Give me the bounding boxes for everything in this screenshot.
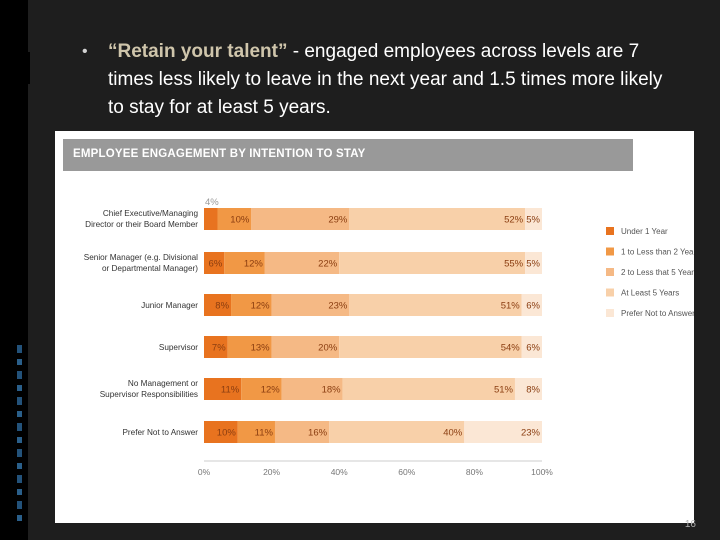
bar-segment [349,208,526,230]
category-label: Chief Executive/Managing Director or thei… [85,209,198,229]
x-tick-label: 100% [531,467,553,477]
category-label: Senior Manager (e.g. Divisional or Depart… [84,253,198,273]
legend-swatch [606,268,614,276]
data-label: 22% [318,259,338,270]
bar-segment [264,252,340,274]
bar-segment [464,421,542,443]
data-label: 6% [526,301,540,312]
legend-swatch [606,227,614,235]
bar-segment [204,336,228,358]
legend-label: At Least 5 Years [621,289,679,298]
legend-label: 1 to Less than 2 Years [621,248,694,257]
bar-segment [342,378,515,400]
bar-segment [224,252,265,274]
legend-swatch [606,309,614,317]
data-label: 12% [251,301,271,312]
x-tick-label: 0% [198,467,211,477]
data-label: 23% [328,301,348,312]
legend-label: Prefer Not to Answer [621,309,694,318]
x-tick-label: 20% [263,467,280,477]
bullet-body: - engaged employees across levels are 7 … [108,41,663,118]
page-number: 16 [684,519,696,530]
data-label: 20% [318,343,338,354]
category-label: Prefer Not to Answer [122,428,198,437]
bar-segment [525,208,542,230]
bar-segment [204,378,242,400]
data-label: 54% [501,343,521,354]
bar-segment [231,294,272,316]
chart-header: EMPLOYEE ENGAGEMENT BY INTENTION TO STAY [63,139,633,171]
bar-segment [227,336,272,358]
accent-bar-side [17,345,22,525]
category-label: Supervisor [159,343,198,352]
data-label: 51% [501,301,521,312]
bar-segment [241,378,282,400]
bar-segment [204,252,225,274]
bar-segment [237,421,275,443]
data-label: 5% [526,259,540,270]
data-label: 40% [443,428,463,439]
data-label: 23% [521,428,541,439]
bar-segment [204,208,218,230]
bullet-highlight: “Retain your talent” [108,41,288,62]
data-label: 10% [230,215,250,226]
bar-segment [271,336,340,358]
data-label: 13% [251,343,271,354]
bar-segment [339,336,522,358]
bar-segment [329,421,465,443]
x-tick-label: 40% [331,467,348,477]
bar-segment [204,421,238,443]
data-label: 29% [328,215,348,226]
bar-segment [521,294,542,316]
data-label: 51% [494,385,514,396]
data-label: 18% [322,385,342,396]
stacked-bar-chart: Chief Executive/Managing Director or thei… [84,197,694,477]
category-label: Junior Manager [141,301,198,310]
bar-segment [514,378,542,400]
data-label: 10% [217,428,237,439]
chart-image: EMPLOYEE ENGAGEMENT BY INTENTION TO STAY… [55,131,694,523]
data-label: 6% [209,259,223,270]
bullet-text: “Retain your talent” - engaged employees… [108,38,678,122]
bullet-icon: • [82,43,88,60]
data-label: 5% [526,215,540,226]
bar-segment [525,252,542,274]
data-label: 52% [504,215,524,226]
data-label: 11% [255,428,274,439]
data-label: 12% [261,385,281,396]
bar-segment [271,294,350,316]
bar-segment [251,208,350,230]
data-label: 8% [526,385,540,396]
accent-bar-top [17,52,30,84]
data-label: 4% [205,197,219,208]
bar-segment [339,252,526,274]
x-tick-label: 80% [466,467,483,477]
legend-label: Under 1 Year [621,227,668,236]
x-tick-label: 60% [398,467,415,477]
data-label: 7% [212,343,226,354]
legend-swatch [606,247,614,256]
bar-segment [217,208,252,230]
data-label: 12% [244,259,264,270]
data-label: 16% [308,428,328,439]
data-label: 8% [215,301,229,312]
bar-segment [281,378,343,400]
category-label: No Management or Supervisor Responsibilit… [100,379,199,399]
data-label: 11% [221,385,240,396]
bar-segment [204,294,232,316]
legend-label: 2 to Less that 5 Years [621,268,694,277]
data-label: 55% [504,259,524,270]
bar-segment [349,294,522,316]
chart-title: EMPLOYEE ENGAGEMENT BY INTENTION TO STAY [73,148,366,160]
bar-segment [274,421,330,443]
data-label: 6% [526,343,540,354]
legend-swatch [606,288,614,297]
bar-segment [521,336,542,358]
